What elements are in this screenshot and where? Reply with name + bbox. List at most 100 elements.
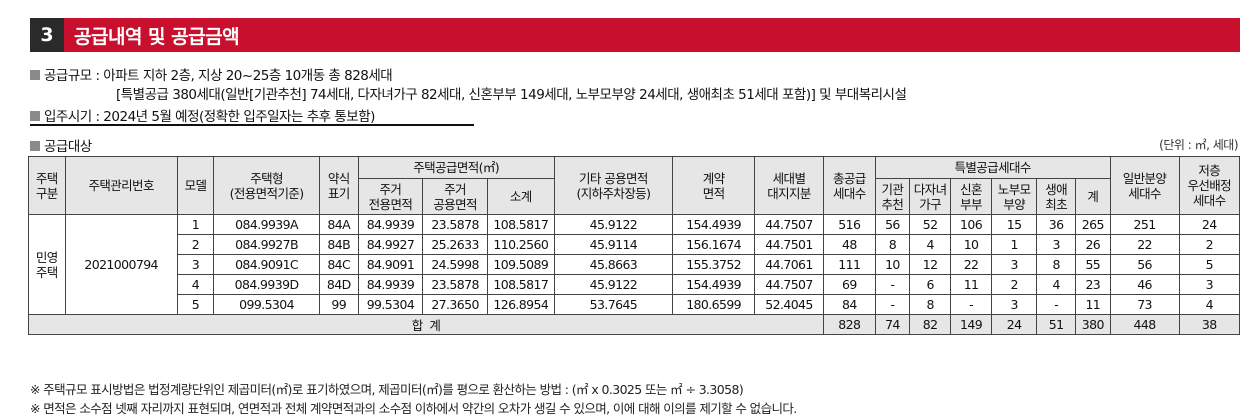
move-in-text: 입주시기 : 2024년 5월 예정(정확한 입주일자는 추후 통보함): [44, 109, 375, 125]
bullet-square-icon: [30, 70, 40, 80]
newlywed-cell: 22: [950, 254, 993, 275]
header-parents-support: 노부모 부양: [991, 178, 1038, 215]
model-cell: 5: [176, 294, 215, 315]
total-supply-cell: 84: [822, 294, 876, 315]
agency-cell: 56: [874, 214, 911, 235]
house-category-cell: 민영 주택: [28, 214, 66, 315]
total-supply-cell: 516: [822, 214, 876, 235]
house-form-cell: 084.9927B: [213, 234, 320, 255]
header-first-time: 생애 최초: [1036, 178, 1077, 215]
model-cell: 3: [176, 254, 215, 275]
land-share-cell: 52.4045: [754, 294, 824, 315]
parents-cell: 3: [991, 294, 1038, 315]
agency-cell: 10: [874, 254, 911, 275]
header-subtotal: 소계: [486, 178, 555, 215]
total-first-time-cell: 51: [1036, 314, 1077, 335]
subtotal-cell: 108.5817: [486, 274, 555, 295]
house-form-cell: 084.9939D: [213, 274, 320, 295]
special-sum-cell: 26: [1075, 234, 1111, 255]
general-sale-cell: 22: [1109, 234, 1180, 255]
table-row: 민영 주택 2021000794 1 084.9939A 84A 84.9939 23.58…: [28, 214, 1241, 315]
header-other-common-area: 기타 공용면적 (지하주차장등): [553, 156, 674, 215]
other-common-area-cell: 53.7645: [553, 294, 674, 315]
total-multi-child-cell: 82: [909, 314, 952, 335]
header-house-type: 주택 구분: [28, 156, 66, 215]
total-newlywed-cell: 149: [950, 314, 993, 335]
header-common-area: 주거 공용면적: [422, 178, 488, 215]
abbreviation-cell: 84D: [318, 274, 359, 295]
total-supply-cell: 111: [822, 254, 876, 275]
first-time-cell: 8: [1036, 254, 1077, 275]
general-sale-cell: 73: [1109, 294, 1180, 315]
exclusive-area-cell: 99.5304: [357, 294, 424, 315]
total-total-supply-cell: 828: [822, 314, 876, 335]
total-label: 합 계: [28, 314, 824, 335]
total-supply-cell: 69: [822, 274, 876, 295]
land-share-cell: 44.7507: [754, 274, 824, 295]
table-row: 2 084.9927B 84B 84.9927 25.2633 110.2560 45.91…: [29, 234, 1241, 255]
header-exclusive-area: 주거 전용면적: [357, 178, 424, 215]
house-form-cell: 099.5304: [213, 294, 320, 315]
header-newlywed: 신혼 부부: [950, 178, 993, 215]
multi-child-cell: 52: [909, 214, 952, 235]
general-sale-cell: 251: [1109, 214, 1180, 235]
common-area-cell: 27.3650: [422, 294, 488, 315]
abbreviation-cell: 84C: [318, 254, 359, 275]
first-time-cell: 36: [1036, 214, 1077, 235]
model-cell: 4: [176, 274, 215, 295]
section-number: 3: [30, 18, 64, 52]
agency-cell: -: [874, 294, 911, 315]
subtotal-cell: 126.8954: [486, 294, 555, 315]
management-number-cell: 2021000794: [64, 214, 178, 315]
other-common-area-cell: 45.9122: [553, 274, 674, 295]
header-land-share: 세대별 대지지분: [754, 156, 824, 215]
exclusive-area-cell: 84.9927: [357, 234, 424, 255]
low-floor-priority-cell: 5: [1178, 254, 1241, 275]
header-house-form: 주택형 (전용면적기준): [213, 156, 320, 215]
header-agency-recommendation: 기관 추천: [874, 178, 911, 215]
other-common-area-cell: 45.8663: [553, 254, 674, 275]
first-time-cell: 4: [1036, 274, 1077, 295]
parents-cell: 2: [991, 274, 1038, 295]
subtotal-cell: 108.5817: [486, 214, 555, 235]
abbreviation-cell: 99: [318, 294, 359, 315]
header-total-supply: 총공급 세대수: [822, 156, 876, 215]
table-row: 5 099.5304 99 99.5304 27.3650 126.8954 53.7645…: [29, 294, 1241, 315]
header-abbreviation: 약식 표기: [318, 156, 359, 215]
unit-label: (단위 : ㎡, 세대): [1159, 138, 1238, 152]
table-row: 3 084.9091C 84C 84.9091 24.5998 109.5089 45.86…: [29, 254, 1241, 275]
common-area-cell: 24.5998: [422, 254, 488, 275]
general-sale-cell: 56: [1109, 254, 1180, 275]
note-area-conversion: ※ 주택규모 표시방법은 법정계량단위인 제곱미터(㎡)로 표기하였으며, 제곱…: [30, 382, 744, 397]
section-title: 공급내역 및 공급금액: [74, 25, 240, 48]
move-in-line: 입주시기 : 2024년 5월 예정(정확한 입주일자는 추후 통보함): [30, 105, 375, 125]
header-low-floor-priority: 저층 우선배정 세대수: [1178, 156, 1241, 215]
contract-area-cell: 155.3752: [672, 254, 756, 275]
common-area-cell: 23.5878: [422, 274, 488, 295]
header-general-sale: 일반분양 세대수: [1109, 156, 1180, 215]
total-general-sale-cell: 448: [1109, 314, 1180, 335]
header-multi-child: 다자녀 가구: [909, 178, 952, 215]
contract-area-cell: 154.4939: [672, 274, 756, 295]
subtotal-cell: 110.2560: [486, 234, 555, 255]
first-time-cell: 3: [1036, 234, 1077, 255]
special-sum-cell: 23: [1075, 274, 1111, 295]
common-area-cell: 25.2633: [422, 234, 488, 255]
multi-child-cell: 4: [909, 234, 952, 255]
contract-area-cell: 156.1674: [672, 234, 756, 255]
multi-child-cell: 6: [909, 274, 952, 295]
total-row: 합 계 828 74 82 149 24 51 380 448 38: [28, 314, 1241, 335]
contract-area-cell: 180.6599: [672, 294, 756, 315]
parents-cell: 1: [991, 234, 1038, 255]
special-sum-cell: 55: [1075, 254, 1111, 275]
newlywed-cell: 106: [950, 214, 993, 235]
newlywed-cell: -: [950, 294, 993, 315]
general-sale-cell: 46: [1109, 274, 1180, 295]
agency-cell: -: [874, 274, 911, 295]
subtotal-cell: 109.5089: [486, 254, 555, 275]
supply-table: 주택 구분 주택관리번호 모델 주택형 (전용면적기준) 약식 표기 주택공급면…: [28, 156, 1241, 335]
multi-child-cell: 12: [909, 254, 952, 275]
house-form-cell: 084.9939A: [213, 214, 320, 235]
bullet-square-icon: [30, 141, 40, 151]
